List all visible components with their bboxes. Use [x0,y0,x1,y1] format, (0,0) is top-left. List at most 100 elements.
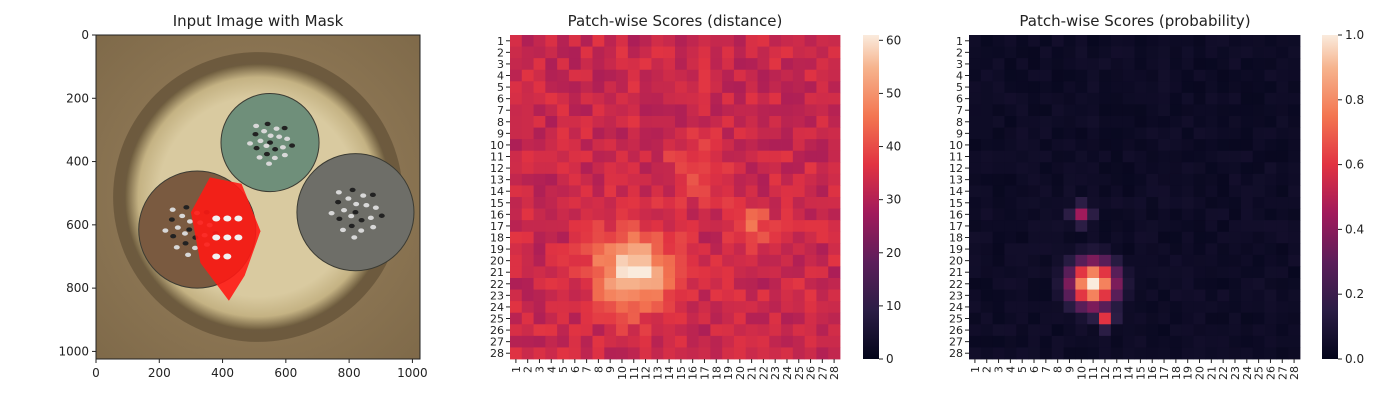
heatmap-cell [1252,150,1265,163]
heatmap-cell [1075,347,1088,360]
heatmap-cell [545,173,558,186]
heatmap-cell [604,116,617,128]
heatmap-cell [663,150,676,163]
heatmap-cell [545,150,558,163]
heatmap-cell [828,173,841,186]
heatmap-cell [1004,312,1017,325]
heatmap-cell [781,266,794,279]
heatmap-cell [651,127,664,140]
heatmap-cell [557,266,570,279]
heatmap-cell [1004,58,1017,71]
heatmap-cell [568,35,582,47]
heatmap-cell [651,197,664,209]
heatmap-cell [1252,243,1265,256]
x-tick-label: 3 [993,366,1006,373]
heatmap-cell [1146,127,1159,140]
heatmap-cell [1276,58,1289,71]
heatmap-cell [1276,92,1289,105]
heatmap-cell [557,347,570,360]
heatmap-cell [769,162,782,175]
heatmap-cell [1099,92,1112,105]
seed [253,145,260,151]
seed [162,228,169,233]
heatmap-cell [604,197,617,209]
heatmap-cell [521,208,534,221]
heatmap-cell [1087,104,1100,117]
heatmap-cell [804,150,817,163]
seed [341,207,348,213]
x-tick-label: 17 [698,366,711,380]
y-tick-label: 27 [490,336,504,349]
heatmap-cell [969,289,982,302]
heatmap-cell [651,162,664,175]
heatmap-cell [616,324,629,337]
heatmap-cell [969,208,982,221]
heatmap-cell [1134,81,1147,94]
x-tick-label: 800 [338,366,361,380]
heatmap-cell [1264,46,1277,59]
heatmap-cell [1016,301,1029,314]
heatmap-cell [1004,335,1017,348]
heatmap-cell [1051,35,1064,47]
heatmap-cell [804,266,817,279]
heatmap-cell [992,301,1005,314]
heatmap-cell [1039,46,1053,59]
heatmap-cell [521,58,534,71]
heatmap-cell [1264,35,1277,47]
heatmap-cell [627,231,641,244]
heatmap-cell [1193,104,1206,117]
heatmap-cell [1158,127,1171,140]
heatmap-cell [733,162,747,175]
heatmap-cell [568,278,582,290]
heatmap-cell [1016,220,1029,233]
heatmap-cell [1110,104,1124,117]
heatmap-cell [781,173,794,186]
heatmap-cell [651,139,664,152]
heatmap-cell [675,46,688,59]
heatmap-cell [1181,139,1195,152]
heatmap-cell [592,278,605,290]
heatmap-cell [1240,69,1254,82]
x-tick-label: 14 [1123,366,1136,380]
heatmap-cell [757,162,770,175]
heatmap-cell [1264,208,1277,221]
heatmap-cell [769,254,782,267]
heatmap-cell [663,35,676,47]
heatmap-cell [1205,58,1218,71]
heatmap-cell [698,173,711,186]
heatmap-cell [1205,162,1218,175]
heatmap-cell [1099,243,1112,256]
heatmap-cell [1205,312,1218,325]
heatmap-cell [1016,231,1029,244]
x-tick-label: 400 [211,366,234,380]
heatmap-cell [1039,69,1053,82]
heatmap-cell [1075,127,1088,140]
heatmap-cell [698,289,711,302]
heatmap-cell [1110,220,1124,233]
heatmap-cell [698,150,711,163]
heatmap-cell [1004,197,1017,209]
heatmap-cell [698,335,711,348]
heatmap-cell [651,254,664,267]
heatmap-cell [1276,69,1289,82]
heatmap-cell [1087,254,1100,267]
heatmap-cell [992,243,1005,256]
heatmap-cell [745,289,758,302]
heatmap-cell [1205,69,1218,82]
heatmap-cell [1110,69,1124,82]
heatmap-cell [592,208,605,221]
heatmap-cell [604,231,617,244]
heatmap-cell [1181,185,1195,198]
heatmap-cell [1276,335,1289,348]
heatmap-cell [521,289,534,302]
heatmap-cell [651,35,664,47]
heatmap-cell [545,324,558,337]
heatmap-cell [1028,58,1041,71]
heatmap-cell [1169,162,1183,175]
heatmap-cell [804,139,817,152]
heatmap-cell [1063,116,1076,128]
heatmap-cell [1193,58,1206,71]
heatmap-cell [651,266,664,279]
heatmap-cell [580,197,593,209]
seed [256,155,263,160]
